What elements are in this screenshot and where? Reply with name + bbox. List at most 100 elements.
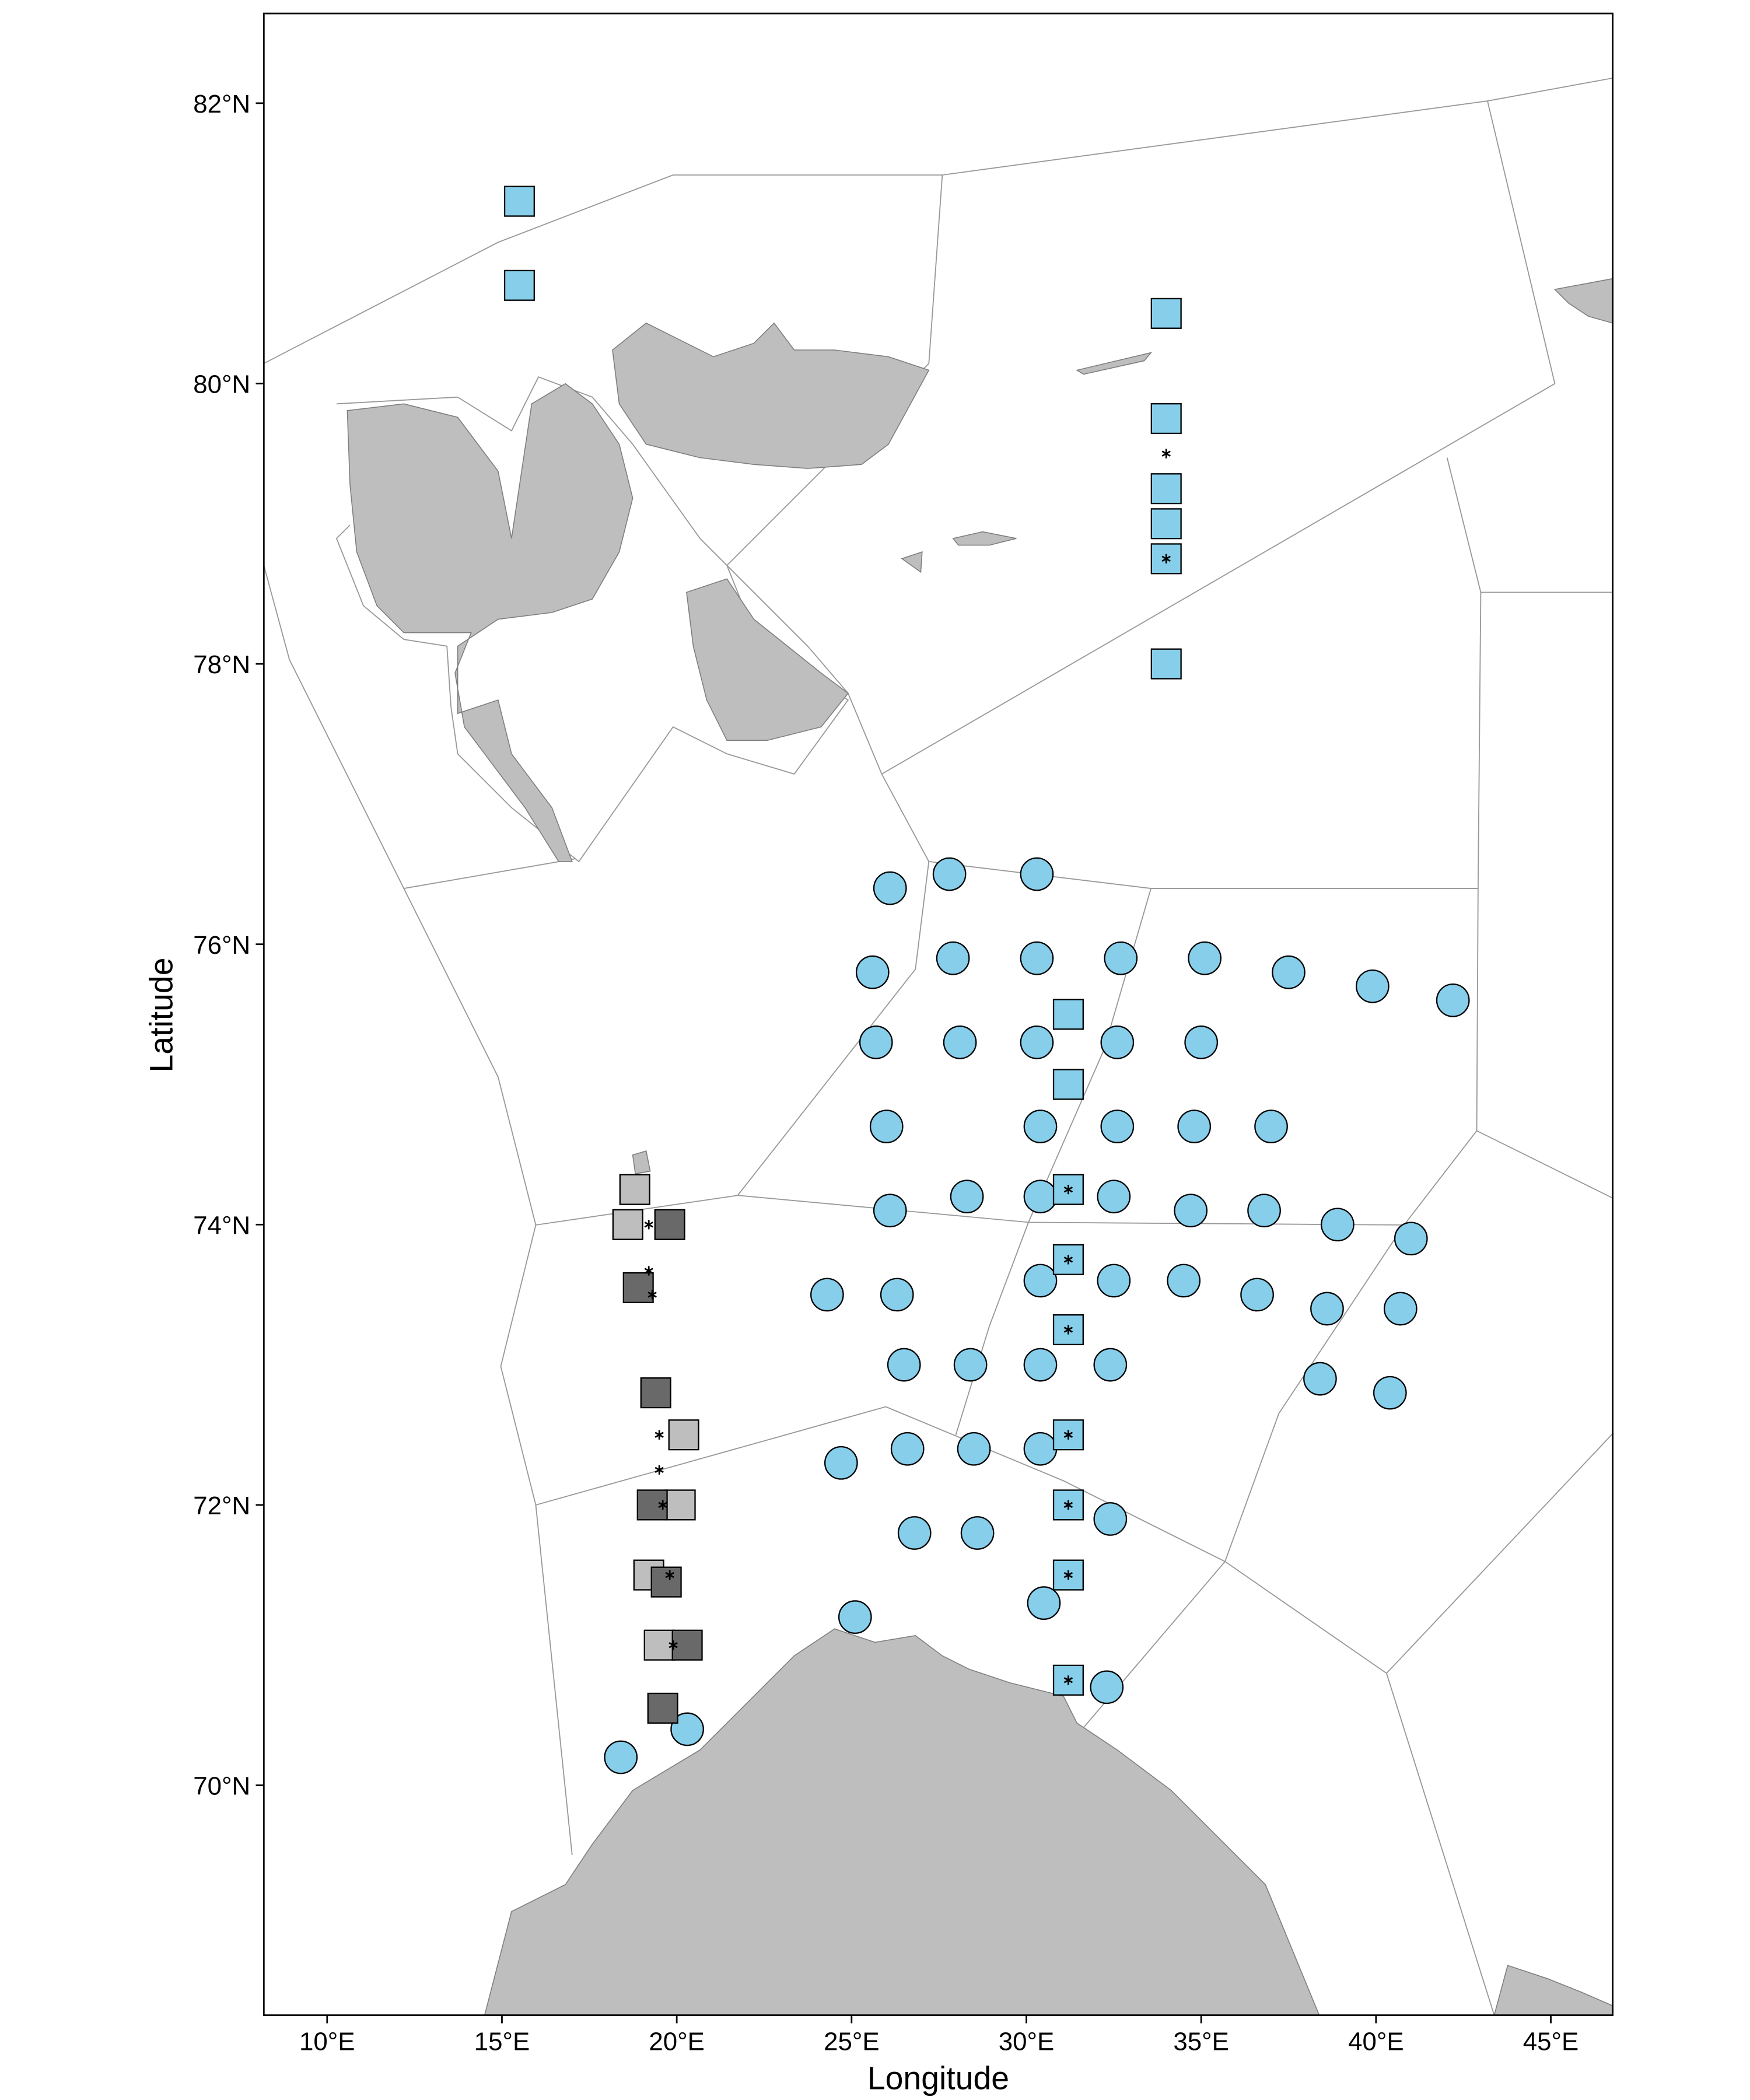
- station-circle: [810, 1278, 844, 1312]
- station-circle: [1303, 1362, 1337, 1396]
- station-circle: [855, 955, 890, 989]
- station-square: [654, 1209, 685, 1240]
- asterisk-marker: [644, 1266, 653, 1276]
- x-tick-label: 30°E: [999, 2028, 1055, 2056]
- asterisk-marker: [1161, 554, 1171, 564]
- station-circle: [897, 1516, 932, 1550]
- station-circle: [1184, 1026, 1219, 1059]
- station-square: [643, 1629, 675, 1661]
- x-tick-label: 40°E: [1348, 2028, 1404, 2056]
- x-tick-label: 45°E: [1523, 2028, 1579, 2056]
- station-circle: [1383, 1292, 1418, 1326]
- asterisk-marker: [644, 1220, 653, 1230]
- station-circle: [1093, 1502, 1128, 1536]
- asterisk-marker: [668, 1640, 678, 1650]
- y-tick-label: 74°N: [193, 1211, 250, 1240]
- station-circle: [1310, 1292, 1344, 1326]
- asterisk-marker: [1063, 1430, 1073, 1440]
- station-circle: [1023, 1110, 1058, 1143]
- station-circle: [1090, 1670, 1124, 1704]
- station-circle: [1272, 955, 1306, 989]
- station-square: [622, 1272, 654, 1303]
- station-circle: [1097, 1264, 1131, 1298]
- station-square: [671, 1629, 703, 1661]
- x-tick-label: 20°E: [649, 2028, 705, 2056]
- station-circle: [943, 1026, 977, 1059]
- station-circle: [859, 1026, 893, 1059]
- station-circle: [824, 1446, 858, 1480]
- station-circle: [957, 1432, 991, 1466]
- plot-frame: [262, 12, 1614, 2016]
- station-square: [668, 1419, 699, 1451]
- y-tick-label: 82°N: [193, 90, 250, 118]
- x-tick-label: 10°E: [299, 2028, 355, 2056]
- station-square: [1150, 648, 1182, 680]
- asterisk-marker: [1063, 1500, 1073, 1510]
- station-circle: [887, 1348, 921, 1382]
- station-circle: [1100, 1110, 1135, 1143]
- station-circle: [1093, 1348, 1128, 1382]
- station-square: [503, 270, 535, 301]
- y-tick-label: 70°N: [193, 1772, 250, 1801]
- station-circle: [1188, 941, 1222, 975]
- station-circle: [1321, 1208, 1354, 1242]
- station-square: [612, 1209, 643, 1240]
- station-circle: [873, 871, 907, 905]
- station-circle: [1027, 1586, 1061, 1620]
- station-square: [503, 186, 535, 217]
- station-circle: [1100, 1026, 1135, 1059]
- station-square: [640, 1377, 671, 1409]
- station-circle: [1020, 941, 1054, 975]
- asterisk-marker: [654, 1430, 664, 1440]
- map-background: [264, 77, 1613, 2015]
- asterisk-marker: [654, 1465, 664, 1475]
- station-circle: [1247, 1194, 1281, 1228]
- station-circle: [1177, 1110, 1212, 1143]
- station-circle: [670, 1712, 704, 1746]
- station-circle: [890, 1432, 925, 1466]
- asterisk-marker: [665, 1570, 674, 1580]
- station-square: [664, 1489, 696, 1521]
- asterisk-marker: [1063, 1325, 1073, 1335]
- station-circle: [1240, 1278, 1274, 1312]
- station-square: [647, 1692, 678, 1724]
- station-circle: [1394, 1222, 1428, 1256]
- station-square: [1150, 298, 1182, 329]
- station-circle: [1023, 1432, 1058, 1466]
- station-circle: [1436, 983, 1470, 1017]
- asterisk-marker: [658, 1500, 667, 1510]
- station-circle: [1104, 941, 1138, 975]
- station-square: [1150, 403, 1182, 435]
- station-circle: [960, 1516, 995, 1550]
- x-tick-label: 35°E: [1173, 2028, 1229, 2056]
- y-tick-label: 80°N: [193, 370, 250, 399]
- station-circle: [1254, 1110, 1288, 1143]
- y-tick-label: 72°N: [193, 1492, 250, 1520]
- asterisk-marker: [1063, 1675, 1073, 1685]
- station-circle: [950, 1180, 984, 1214]
- station-circle: [1023, 1264, 1058, 1298]
- x-tick-label: 15°E: [474, 2028, 530, 2056]
- x-tick-label: 25°E: [824, 2028, 880, 2056]
- station-square: [1150, 508, 1182, 540]
- station-circle: [869, 1110, 904, 1143]
- station-square: [1052, 1489, 1084, 1521]
- x-axis-label: Longitude: [867, 2060, 1009, 2096]
- station-circle: [1023, 1348, 1058, 1382]
- station-circle: [1373, 1376, 1407, 1410]
- y-tick-label: 76°N: [193, 931, 250, 960]
- station-square: [1052, 1069, 1084, 1100]
- station-circle: [838, 1600, 872, 1634]
- station-circle: [1174, 1194, 1208, 1228]
- station-circle: [1020, 857, 1054, 891]
- station-circle: [932, 857, 967, 891]
- asterisk-marker: [1063, 1255, 1073, 1265]
- station-circle: [604, 1740, 638, 1774]
- station-circle: [880, 1278, 914, 1312]
- asterisk-marker: [1063, 1570, 1073, 1580]
- station-circle: [1167, 1264, 1201, 1298]
- asterisk-marker: [648, 1290, 657, 1300]
- station-circle: [1020, 1026, 1054, 1059]
- station-circle: [1356, 969, 1390, 1003]
